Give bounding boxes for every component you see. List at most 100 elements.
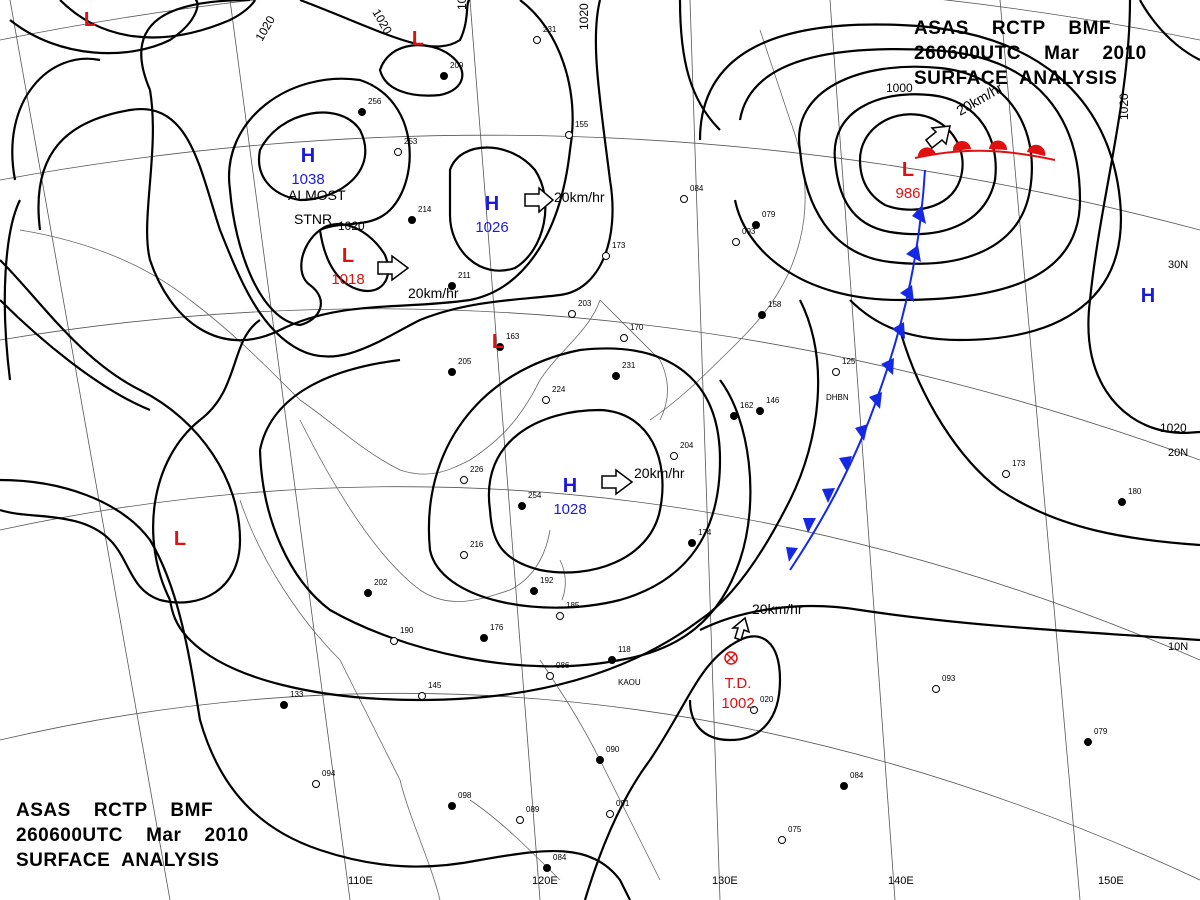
station-value: 090 — [606, 745, 620, 754]
station-value: 089 — [526, 805, 540, 814]
cold-front-triangle — [786, 547, 798, 562]
isobar — [858, 113, 964, 211]
station-value: 203 — [578, 299, 592, 308]
station-dot — [758, 311, 766, 319]
longitude-line-150e — [999, 0, 1081, 900]
station-dot — [394, 148, 402, 156]
motion-arrows — [377, 125, 951, 641]
station-dot — [530, 587, 538, 595]
station-id: KAOU — [618, 678, 641, 687]
latitude-line-20n — [0, 308, 1200, 461]
latitude-line-30n — [0, 134, 1200, 231]
isobar — [3, 57, 101, 381]
station-markers — [280, 36, 1126, 872]
isobar — [833, 93, 997, 236]
station-dot — [608, 656, 616, 664]
station-dot — [418, 692, 426, 700]
station-value: 146 — [766, 396, 780, 405]
station-dot — [778, 836, 786, 844]
isobar — [583, 635, 782, 900]
central-pressure-value: 1028 — [553, 501, 586, 518]
station-dot — [312, 780, 320, 788]
station-value: 231 — [543, 25, 557, 34]
station-dot — [832, 368, 840, 376]
cold-front-triangle — [869, 392, 882, 409]
warm-front-semicircle — [1027, 144, 1046, 156]
station-dot — [533, 36, 541, 44]
isobar-label: 1020 — [338, 219, 365, 233]
station-value: 192 — [540, 576, 554, 585]
station-dot — [546, 672, 554, 680]
station-dot — [732, 238, 740, 246]
high-pressure-center: H — [563, 475, 577, 497]
coastlines — [19, 29, 806, 900]
isobar — [733, 48, 1082, 302]
low-pressure-center: L — [902, 159, 914, 181]
longitude-line-110e — [229, 0, 351, 900]
station-value: 170 — [630, 323, 644, 332]
station-value: 173 — [612, 241, 626, 250]
isobar — [59, 0, 256, 39]
longitude-line-100e — [9, 0, 171, 900]
station-value: 084 — [553, 853, 567, 862]
station-dot — [1118, 498, 1126, 506]
station-dot — [556, 612, 564, 620]
station-dot — [750, 706, 758, 714]
station-dot — [448, 802, 456, 810]
central-pressure-value: 1026 — [475, 219, 508, 236]
station-dot — [596, 756, 604, 764]
station-value: 226 — [470, 465, 484, 474]
header-line-2: 260600UTC Mar 2010 — [914, 43, 1147, 64]
station-dot — [565, 131, 573, 139]
station-value: 158 — [768, 300, 782, 309]
station-dot — [1084, 738, 1092, 746]
longitude-line-140e — [829, 0, 896, 900]
station-value: 180 — [1128, 487, 1142, 496]
station-dot — [602, 252, 610, 260]
central-pressure-value: 1018 — [331, 271, 364, 288]
station-dot — [518, 502, 526, 510]
station-value: 155 — [575, 120, 589, 129]
motion-speed-label: 20km/hr — [752, 601, 803, 617]
station-value: 125 — [842, 357, 856, 366]
coastline-korea — [599, 299, 668, 421]
station-value: 020 — [760, 695, 774, 704]
station-value: 079 — [1094, 727, 1108, 736]
motion-speed-label: 20km/hr — [554, 189, 605, 205]
station-value: 176 — [490, 623, 504, 632]
station-dot — [358, 108, 366, 116]
station-value: 084 — [690, 184, 704, 193]
isobar-label: 1020 — [455, 0, 469, 10]
station-value: 163 — [506, 332, 520, 341]
coastline-taiwan — [559, 559, 566, 601]
isobar — [797, 65, 1033, 265]
cold-front-triangle — [855, 424, 868, 441]
station-dot — [496, 343, 504, 351]
isobar — [698, 23, 1123, 342]
station-value: 133 — [290, 690, 304, 699]
warm-front-semicircle — [989, 140, 1008, 150]
station-value: 254 — [528, 491, 542, 500]
longitude-line-130e — [689, 0, 721, 900]
station-dot — [688, 539, 696, 547]
station-dot — [620, 334, 628, 342]
tropical-depression-pressure: 1002 — [721, 695, 754, 712]
latitude-label: 10N — [1168, 641, 1188, 653]
station-id: DHBN — [826, 393, 849, 402]
chart-header-top: ASAS RCTP BMF 260600UTC Mar 2010 SURFACE… — [914, 16, 1147, 91]
longitude-label: 150E — [1098, 875, 1124, 887]
station-value: 256 — [368, 97, 382, 106]
low-pressure-center: L — [412, 28, 424, 50]
motion-speed-label: 20km/hr — [634, 465, 685, 481]
station-value: 075 — [788, 825, 802, 834]
warm-front — [914, 140, 1056, 161]
cold-front-triangle — [900, 285, 914, 302]
station-dot — [480, 634, 488, 642]
cold-front-triangle — [906, 245, 921, 262]
motion-arrow-icon — [524, 186, 555, 214]
station-value: 091 — [616, 799, 630, 808]
station-value: 224 — [552, 385, 566, 394]
station-value: 098 — [458, 791, 472, 800]
